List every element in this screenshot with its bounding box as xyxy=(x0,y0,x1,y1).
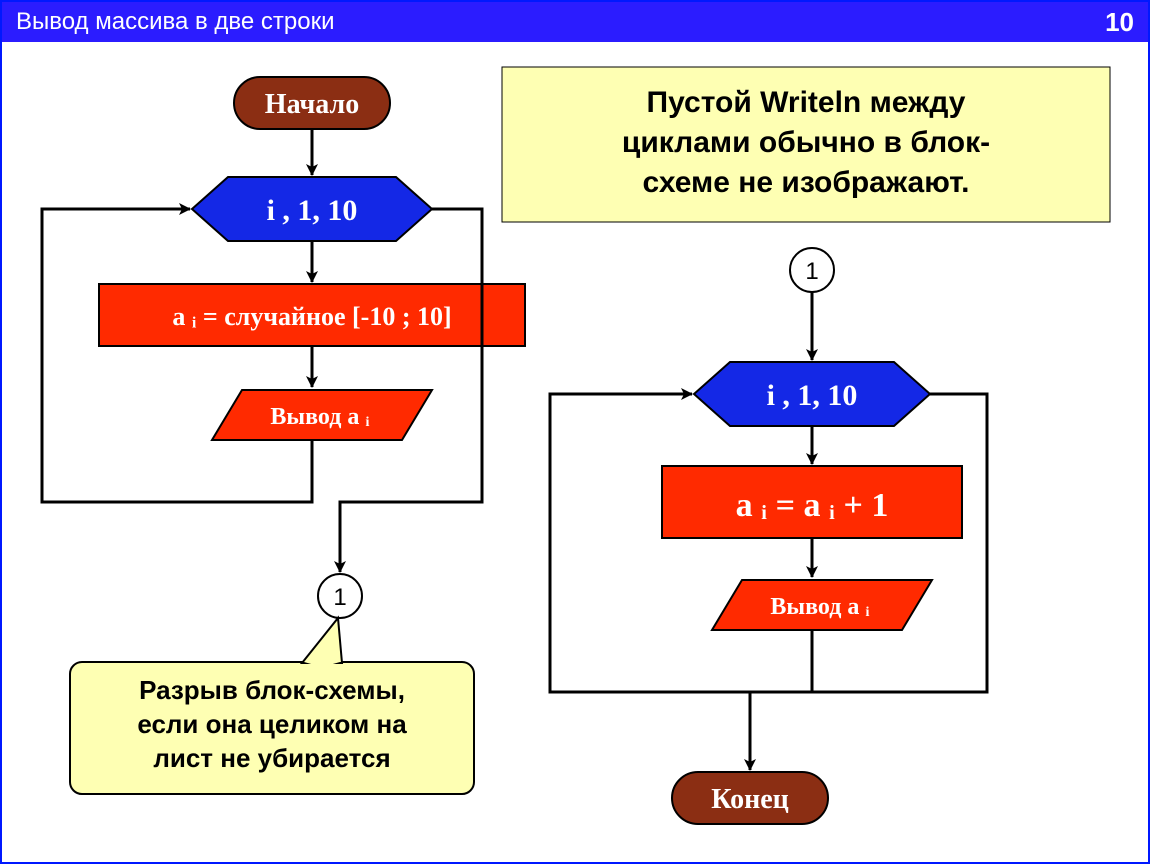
connector1-label: 1 xyxy=(333,584,346,611)
loop2-hexagon: i , 1, 10 xyxy=(694,362,930,426)
diagram-svg: Начало i , 1, 10 a ᵢ = случайное [-10 ; … xyxy=(2,2,1150,864)
start-terminator: Начало xyxy=(234,77,390,129)
process1-label: a ᵢ = случайное [-10 ; 10] xyxy=(172,302,451,331)
start-label: Начало xyxy=(265,89,359,120)
callout-top: Пустой Writeln между циклами обычно в бл… xyxy=(502,67,1110,222)
end-label: Конец xyxy=(711,784,789,815)
connector2-label: 1 xyxy=(805,258,818,285)
callout-top-l1: Пустой Writeln между xyxy=(647,86,966,119)
callout-top-l3: схеме не изображают. xyxy=(643,166,970,199)
end-terminator: Конец xyxy=(672,772,828,824)
process2-label: a ᵢ = a ᵢ + 1 xyxy=(736,487,889,524)
loop2-label: i , 1, 10 xyxy=(767,379,858,412)
loop1-hexagon: i , 1, 10 xyxy=(192,177,432,241)
io1-label: Вывод a ᵢ xyxy=(270,404,369,430)
loop1-label: i , 1, 10 xyxy=(267,194,358,227)
io2-parallelogram: Вывод a ᵢ xyxy=(712,580,932,630)
io2-label: Вывод a ᵢ xyxy=(770,594,869,620)
process1-rect: a ᵢ = случайное [-10 ; 10] xyxy=(99,284,525,346)
connector1: 1 xyxy=(318,574,362,618)
slide: Вывод массива в две строки 10 Начало i ,… xyxy=(0,0,1150,864)
callout-bottom-l3: лист не убирается xyxy=(153,743,390,773)
loopback-right xyxy=(550,394,812,692)
callout-bottom-l2: если она целиком на xyxy=(137,709,407,739)
io1-parallelogram: Вывод a ᵢ xyxy=(212,390,432,440)
callout-bottom-l1: Разрыв блок-схемы, xyxy=(139,675,405,705)
callout-top-l2: циклами обычно в блок- xyxy=(622,126,990,159)
callout-bottom: Разрыв блок-схемы, если она целиком на л… xyxy=(70,618,474,794)
process2-rect: a ᵢ = a ᵢ + 1 xyxy=(662,466,962,538)
loopback-left xyxy=(42,209,312,502)
connector2: 1 xyxy=(790,248,834,292)
